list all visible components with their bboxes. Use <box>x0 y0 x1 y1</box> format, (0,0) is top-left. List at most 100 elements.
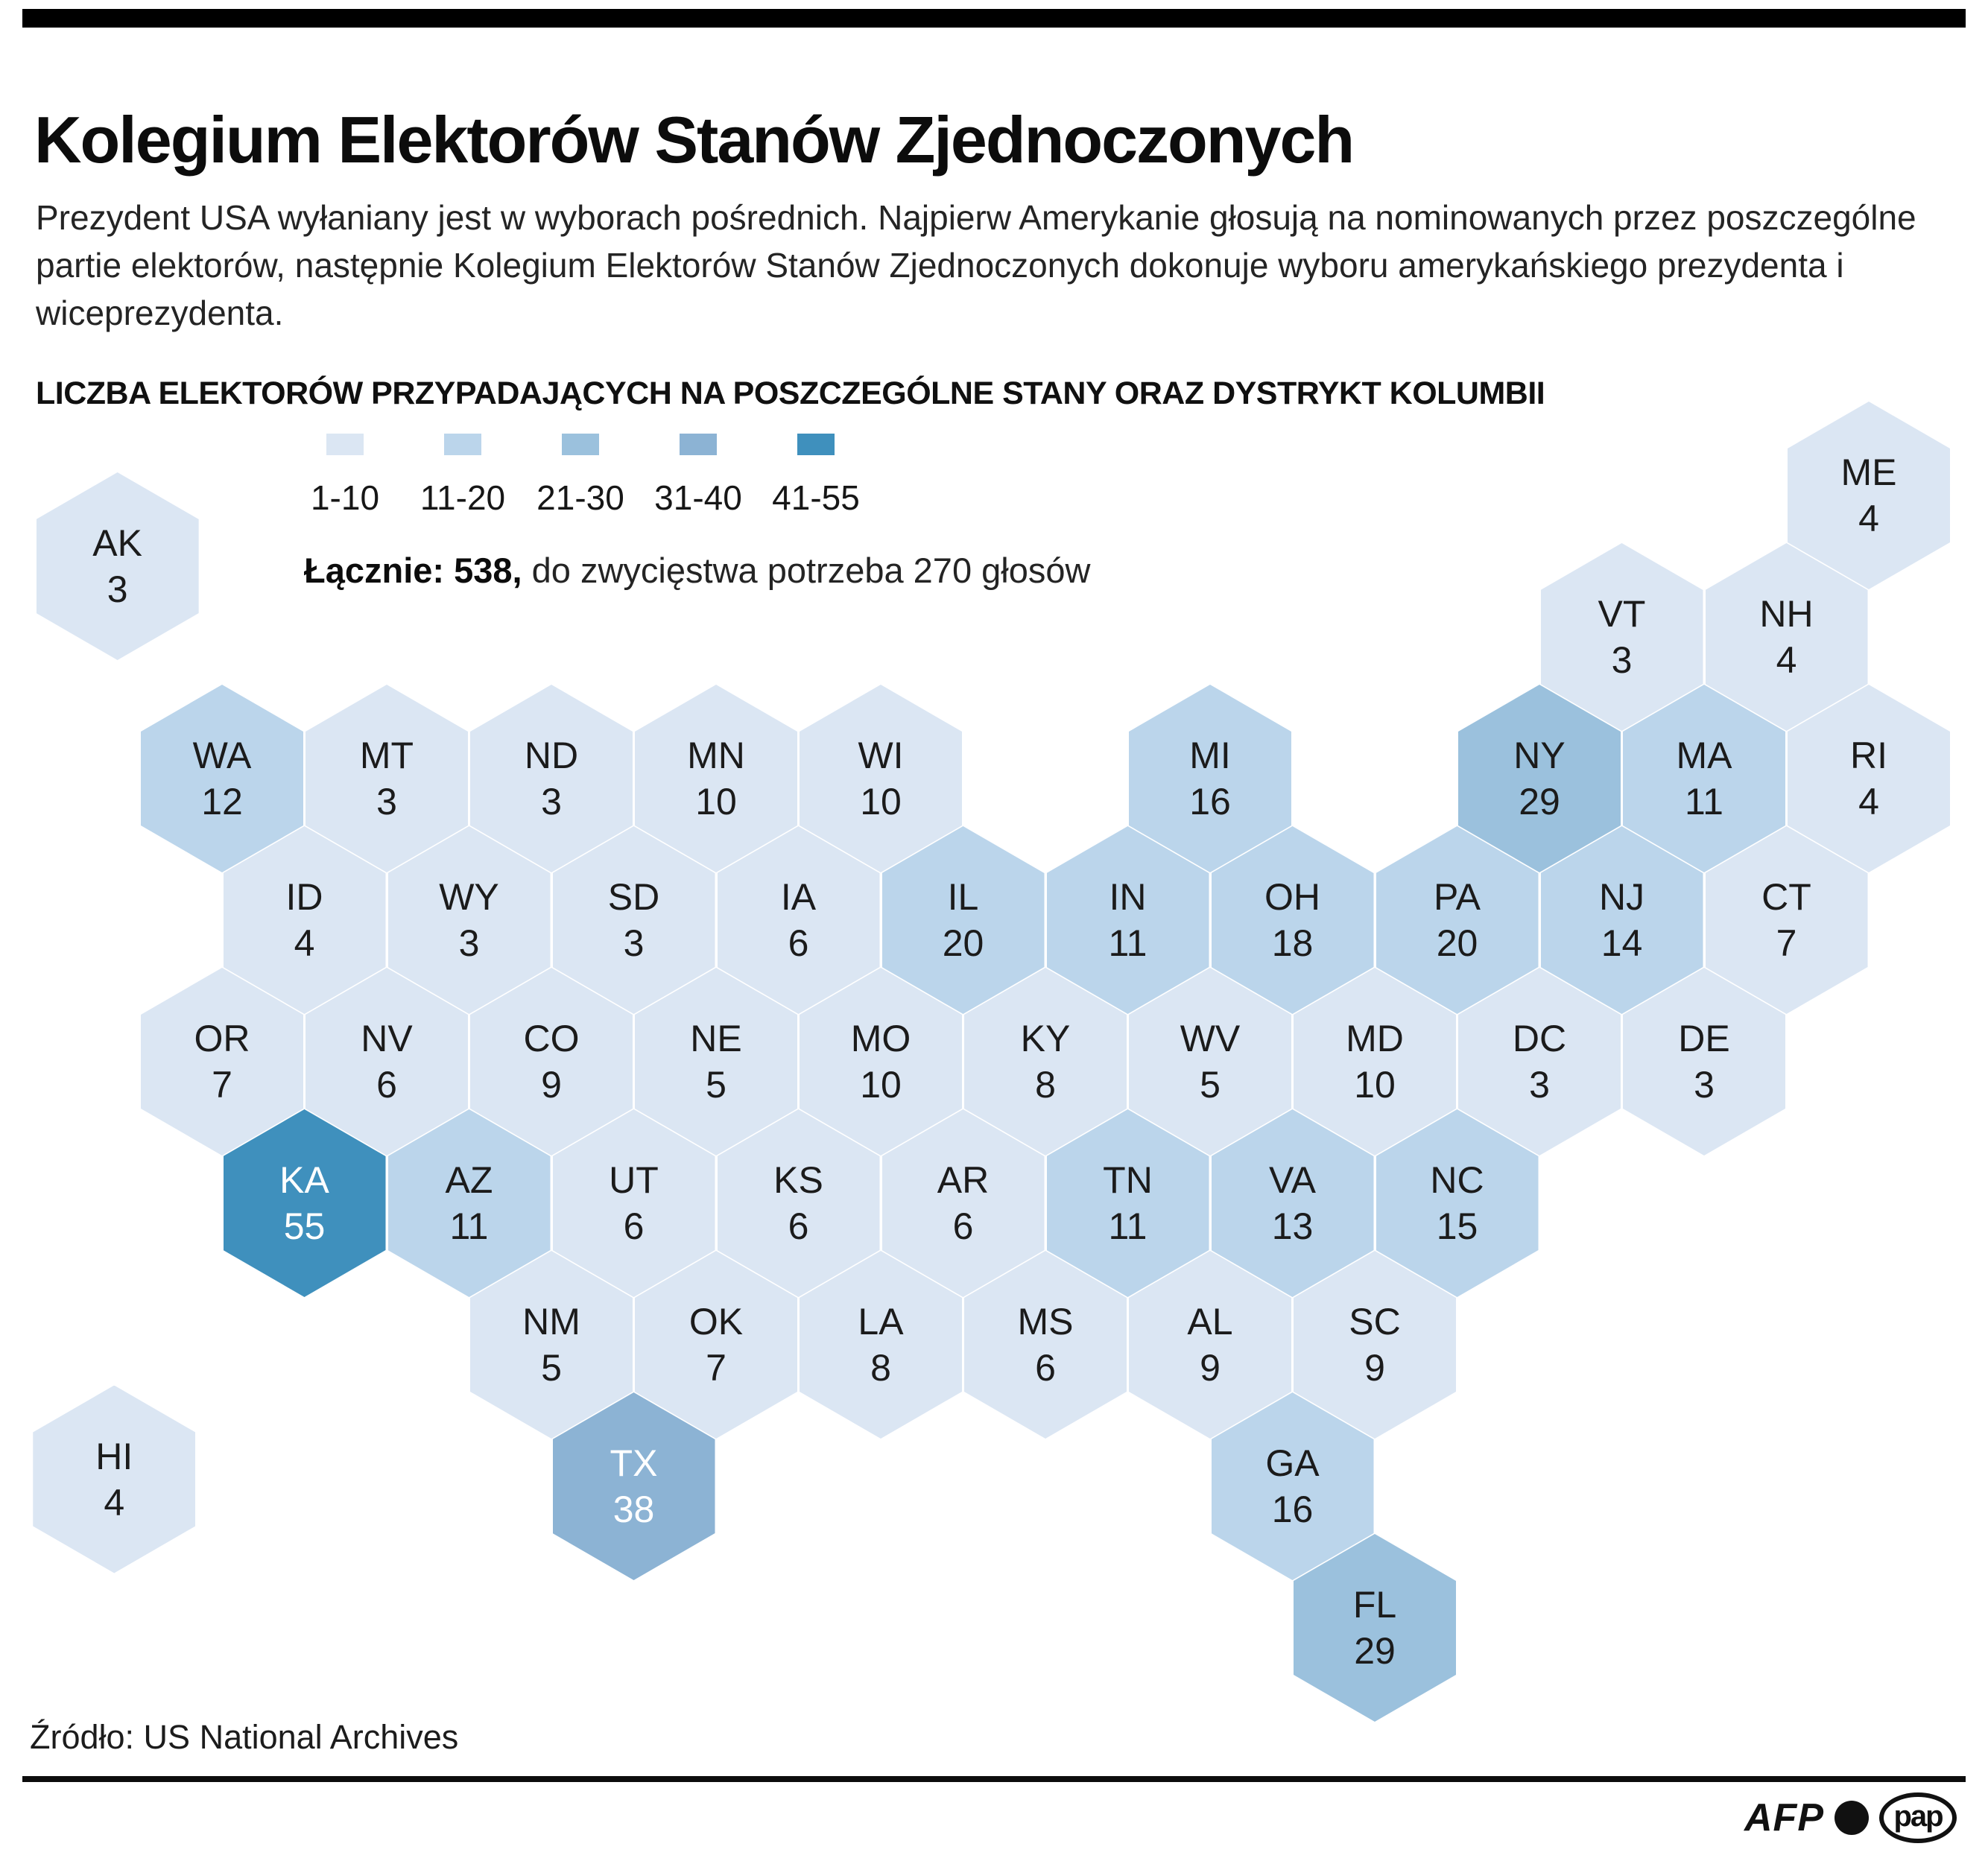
state-value-UT: 6 <box>623 1205 645 1247</box>
state-value-ID: 4 <box>294 922 315 964</box>
state-value-DC: 3 <box>1529 1064 1550 1106</box>
legend-swatch-41-55 <box>797 434 835 455</box>
state-abbr-FL: FL <box>1352 1584 1397 1626</box>
state-value-IL: 20 <box>942 922 984 964</box>
state-abbr-LA: LA <box>858 1301 904 1342</box>
state-value-IA: 6 <box>788 922 809 964</box>
legend-swatch-21-30 <box>562 434 599 455</box>
legend-swatch-31-40 <box>680 434 717 455</box>
state-hex-GA: GA 16 <box>1211 1392 1374 1580</box>
state-abbr-NC: NC <box>1430 1159 1484 1201</box>
total-bold: Łącznie: 538, <box>304 551 522 590</box>
state-value-HI: 4 <box>104 1481 125 1524</box>
top-rule-bar <box>22 9 1966 28</box>
state-hex-AK: AK 3 <box>36 472 199 660</box>
state-value-TX: 38 <box>612 1489 655 1530</box>
legend-item-41-55: 41-55 <box>757 434 875 518</box>
legend-item-21-30: 21-30 <box>522 434 639 518</box>
state-value-MA: 11 <box>1685 781 1723 822</box>
state-hex-MI: MI 16 <box>1129 685 1291 872</box>
state-hex-AL: AL 9 <box>1129 1251 1291 1439</box>
state-value-CO: 9 <box>541 1064 562 1106</box>
state-value-KS: 6 <box>788 1205 809 1247</box>
legend-item-31-40: 31-40 <box>639 434 757 518</box>
state-abbr-MD: MD <box>1346 1018 1404 1059</box>
state-abbr-PA: PA <box>1434 876 1481 918</box>
state-abbr-NE: NE <box>690 1018 742 1059</box>
state-value-AK: 3 <box>107 568 128 610</box>
legend-label-1-10: 1-10 <box>310 478 380 517</box>
state-abbr-WI: WI <box>858 735 904 776</box>
state-value-NJ: 14 <box>1601 922 1643 964</box>
state-abbr-WV: WV <box>1180 1018 1241 1059</box>
state-abbr-IA: IA <box>780 876 817 918</box>
state-value-LA: 8 <box>870 1347 891 1389</box>
afp-logo: AFP <box>1744 1796 1824 1839</box>
state-value-OK: 7 <box>706 1347 726 1389</box>
state-value-MT: 3 <box>376 781 397 822</box>
legend-label-11-20: 11-20 <box>420 478 506 517</box>
state-hex-WV: WV 5 <box>1129 968 1291 1156</box>
legend-swatch-11-20 <box>444 434 481 455</box>
state-abbr-DE: DE <box>1678 1018 1730 1059</box>
state-hex-OH: OH 18 <box>1211 826 1374 1014</box>
state-value-KY: 8 <box>1035 1064 1056 1106</box>
state-hex-ID: ID 4 <box>223 826 386 1014</box>
state-hex-HI: HI 4 <box>33 1385 196 1573</box>
bottom-rule-bar <box>22 1776 1966 1782</box>
legend-label-21-30: 21-30 <box>536 478 624 517</box>
state-value-TN: 11 <box>1108 1205 1147 1247</box>
state-abbr-TN: TN <box>1103 1159 1153 1201</box>
state-value-OR: 7 <box>212 1064 232 1106</box>
state-abbr-RI: RI <box>1850 735 1887 776</box>
state-abbr-ME: ME <box>1840 451 1897 493</box>
state-abbr-NV: NV <box>361 1018 413 1059</box>
state-abbr-NY: NY <box>1513 735 1566 776</box>
source-note: Źródło: US National Archives <box>30 1718 459 1756</box>
total-line: Łącznie: 538, do zwycięstwa potrzeba 270… <box>304 550 1090 591</box>
legend: 1-10 11-20 21-30 31-40 41-55 <box>286 434 875 518</box>
state-hex-NC: NC 15 <box>1376 1109 1539 1297</box>
state-abbr-OH: OH <box>1264 876 1320 918</box>
state-value-PA: 20 <box>1436 922 1478 964</box>
state-abbr-MS: MS <box>1017 1301 1074 1342</box>
state-value-NM: 5 <box>541 1347 562 1389</box>
state-abbr-KY: KY <box>1020 1018 1071 1059</box>
state-value-SD: 3 <box>623 922 645 964</box>
state-hex-SC: SC 9 <box>1294 1251 1456 1439</box>
state-hex-TN: TN 11 <box>1046 1109 1209 1297</box>
state-value-RI: 4 <box>1858 781 1879 822</box>
state-abbr-MA: MA <box>1676 735 1732 776</box>
state-abbr-KS: KS <box>773 1159 823 1201</box>
state-hex-AR: AR 6 <box>881 1109 1045 1297</box>
legend-item-11-20: 11-20 <box>404 434 522 518</box>
state-value-CT: 7 <box>1776 922 1797 964</box>
state-value-GA: 16 <box>1271 1489 1314 1530</box>
legend-swatch-1-10 <box>326 434 364 455</box>
state-hex-FL: FL 29 <box>1294 1534 1456 1722</box>
state-abbr-AZ: AZ <box>445 1159 493 1201</box>
state-abbr-HI: HI <box>95 1435 133 1477</box>
state-abbr-VT: VT <box>1598 593 1646 635</box>
state-value-MN: 10 <box>695 781 737 822</box>
state-abbr-SD: SD <box>607 876 660 918</box>
state-hex-KY: KY 8 <box>964 968 1127 1156</box>
state-value-FL: 29 <box>1354 1630 1396 1672</box>
section-heading: LICZBA ELEKTORÓW PRZYPADAJĄCYCH NA POSZC… <box>36 375 1545 411</box>
state-abbr-TX: TX <box>610 1442 658 1484</box>
total-rest: do zwycięstwa potrzeba 270 głosów <box>522 551 1091 590</box>
state-value-KA: 55 <box>283 1205 326 1247</box>
state-abbr-NH: NH <box>1759 593 1814 635</box>
state-value-MI: 16 <box>1189 781 1231 822</box>
state-hex-MO: MO 10 <box>800 968 962 1156</box>
pap-logo-text: pap <box>1893 1800 1943 1833</box>
state-abbr-WY: WY <box>439 876 499 918</box>
state-value-WI: 10 <box>860 781 902 822</box>
state-value-MO: 10 <box>860 1064 902 1106</box>
state-value-NV: 6 <box>376 1064 397 1106</box>
state-abbr-ID: ID <box>285 876 323 918</box>
state-abbr-CO: CO <box>523 1018 580 1059</box>
state-abbr-MT: MT <box>359 735 414 776</box>
state-abbr-AL: AL <box>1187 1301 1233 1342</box>
